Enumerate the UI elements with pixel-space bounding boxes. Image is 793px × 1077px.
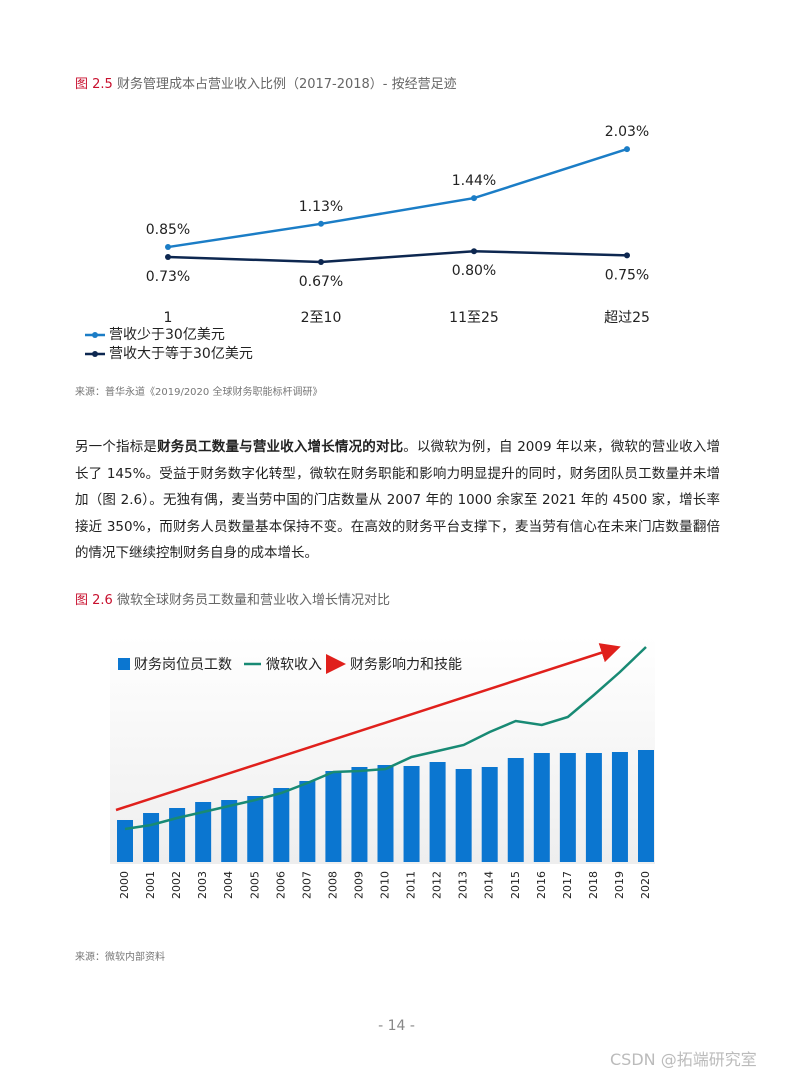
x-label: 2018 [587,871,600,899]
bar [195,802,212,862]
bar [325,771,342,862]
line [167,249,628,264]
x-label: 2011 [405,871,418,899]
figure-title: 图 2.6 微软全球财务员工数量和营业收入增长情况对比 [75,589,390,608]
x-label: 2019 [613,871,626,899]
figure-title-text: 财务管理成本占营业收入比例（2017-2018）- 按经营足迹 [116,77,457,92]
bar [455,769,472,862]
point [471,195,477,202]
source: 来源：微软内部资料 [75,952,165,963]
text: 另一个指标是 [75,439,158,455]
point [318,220,324,227]
text: 。以微软为例，自 2009 年以来，微软的营业收入增长了 145%。受益于财务数… [75,439,720,561]
bar [143,813,160,862]
legend-label: 财务影响力和技能 [350,657,462,673]
x-label: 2006 [274,871,287,899]
x-label: 2017 [561,871,574,899]
data-label: 0.85% [146,222,190,238]
point [318,258,324,265]
bar [429,762,446,862]
legend-label: 微软收入 [266,657,322,673]
x-label: 11至25 [449,310,499,326]
point [471,248,477,255]
bar [299,781,316,862]
legend-label: 营收少于30亿美元 [109,327,225,343]
x-label: 2002 [170,871,183,899]
bar [611,752,628,862]
x-label: 2000 [118,871,131,899]
x-label: 2003 [196,871,209,899]
figure-title-text: 微软全球财务员工数量和营业收入增长情况对比 [116,593,390,608]
x-label: 2001 [144,871,157,899]
page-number: - 14 - [378,1018,415,1034]
legend-dot [92,351,98,357]
point [165,244,171,251]
bar [638,750,654,862]
figure-title: 图 2.5 财务管理成本占营业收入比例（2017-2018）- 按经营足迹 [75,73,457,92]
point [624,146,630,153]
trend-arrow [115,643,621,812]
bar [351,767,368,862]
data-label: 0.67% [299,274,343,290]
x-label: 2009 [352,871,365,899]
data-label: 0.75% [605,267,649,283]
legend-swatch [118,658,130,670]
bar [273,788,290,862]
paragraph: 另一个指标是财务员工数量与营业收入增长情况的对比。以微软为例，自 2009 年以… [75,434,720,567]
line [167,147,628,249]
x-label: 2014 [483,871,496,899]
bar [247,796,264,862]
x-label: 2016 [535,871,548,899]
bar [481,767,498,862]
x-label: 2008 [326,871,339,899]
bar [559,753,576,862]
x-label: 2010 [379,871,392,899]
x-label: 2013 [457,871,470,899]
data-label: 2.03% [605,124,649,140]
x-label: 2005 [248,871,261,899]
point [165,254,171,261]
bar [377,765,394,862]
bar [585,753,602,862]
point [624,252,630,259]
data-label: 1.44% [452,173,496,189]
bold-text: 财务员工数量与营业收入增长情况的对比 [157,439,404,455]
legend-label: 财务岗位员工数 [134,657,232,673]
legend-label: 营收大于等于30亿美元 [109,345,253,362]
source: 来源：普华永道《2019/2020 全球财务职能标杆调研》 [75,387,323,398]
x-label: 2至10 [301,310,342,326]
x-label: 超过25 [604,310,650,326]
x-label: 2015 [509,871,522,899]
bar [533,753,550,862]
x-label: 2020 [639,871,652,899]
bar [507,758,524,862]
x-label: 2012 [431,871,444,899]
x-label: 2007 [300,871,313,899]
bar [169,808,186,862]
data-label: 0.80% [452,263,496,279]
bar [403,766,420,862]
figure-label: 图 2.5 [75,77,113,92]
legend-dot [92,332,98,338]
x-label: 2004 [222,871,235,899]
x-label: 1 [164,310,173,326]
line [124,646,647,831]
data-label: 0.73% [146,269,190,285]
figure-label: 图 2.6 [75,593,113,608]
bar [221,800,238,862]
bar [117,820,133,862]
data-label: 1.13% [299,199,343,215]
watermark: CSDN @拓端研究室 [610,1050,757,1069]
